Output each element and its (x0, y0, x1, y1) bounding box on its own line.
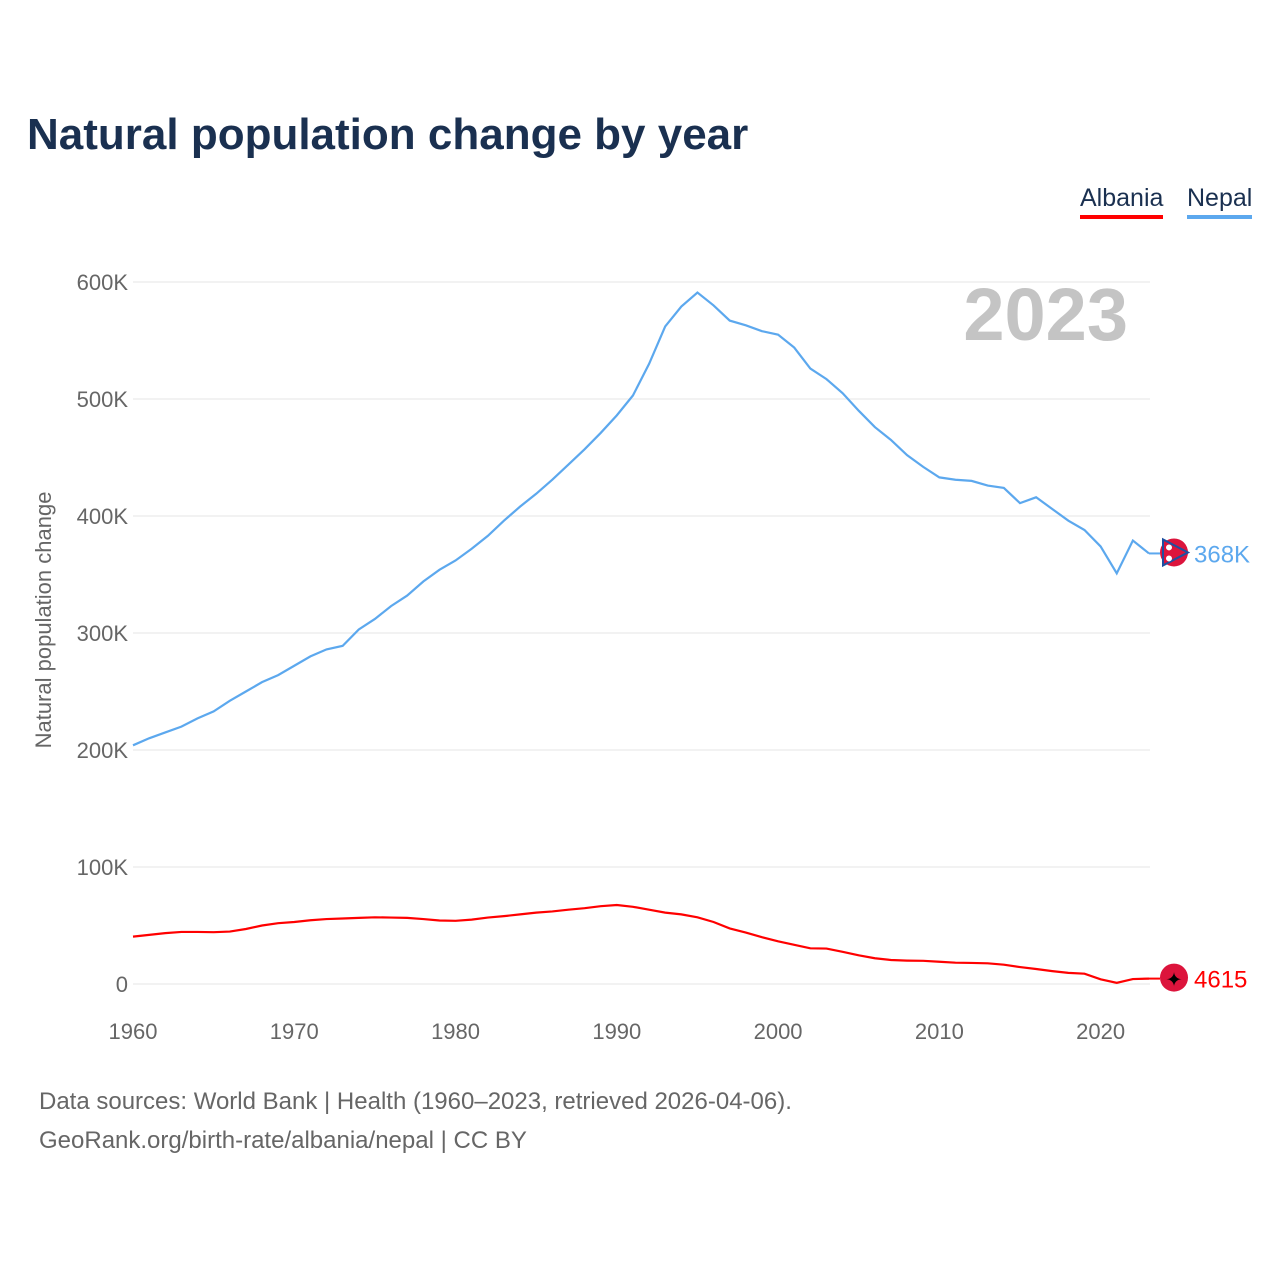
attribution-line: GeoRank.org/birth-rate/albania/nepal | C… (39, 1127, 527, 1154)
x-tick-label: 2010 (915, 1019, 964, 1044)
source-line: Data sources: World Bank | Health (1960–… (39, 1088, 792, 1115)
x-tick-label: 1960 (109, 1019, 158, 1044)
albania-flag-icon (1160, 963, 1188, 992)
legend-nepal[interactable]: Nepal (1187, 184, 1253, 219)
nepal-sun (1166, 555, 1172, 562)
chart-title: Natural population change by year (27, 110, 749, 159)
x-tick-label: 1970 (270, 1019, 319, 1044)
x-tick-label: 2000 (754, 1019, 803, 1044)
legend-albania[interactable]: Albania (1080, 184, 1164, 219)
nepal-moon (1166, 544, 1172, 551)
y-tick-label: 500K (77, 387, 129, 412)
x-tick-label: 1980 (431, 1019, 480, 1044)
end-value-label: 4615 (1194, 967, 1247, 994)
y-tick-label: 600K (77, 270, 129, 295)
y-tick-label: 300K (77, 621, 129, 646)
x-tick-label: 2020 (1076, 1019, 1125, 1044)
series-line-nepal (132, 291, 1150, 747)
end-value-label: 368K (1194, 541, 1250, 568)
year-watermark: 2023 (963, 273, 1128, 356)
y-tick-label: 400K (77, 504, 129, 529)
y-axis-label: Natural population change (31, 492, 56, 749)
series-line-albania (132, 903, 1150, 984)
albania-eagle-icon: ✦ (1166, 970, 1183, 992)
x-tick-label: 1990 (592, 1019, 641, 1044)
y-tick-label: 200K (77, 738, 129, 763)
y-tick-label: 0 (116, 972, 128, 997)
y-tick-label: 100K (77, 855, 129, 880)
